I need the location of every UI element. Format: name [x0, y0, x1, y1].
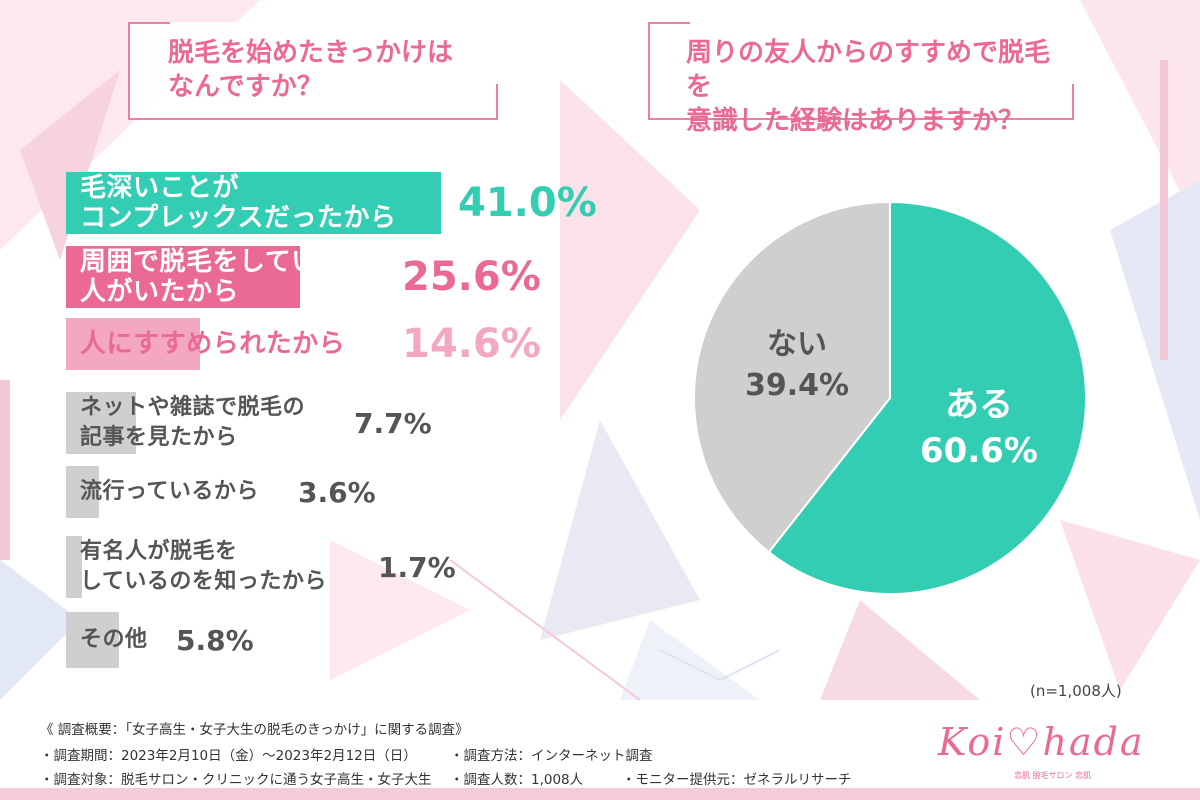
footer-provider: ・モニター提供元：ゼネラルリサーチ: [622, 772, 852, 788]
bar-row: 毛深いことが コンプレックスだったから 41.0%: [66, 172, 626, 234]
footer-period: ・調査期間：2023年2月10日（金）〜2023年2月12日（日）: [40, 748, 417, 764]
bar-value-label: 7.7%: [354, 407, 432, 440]
footer-heading: 《 調査概要：「女子高生・女子大生の脱毛のきっかけ」に関する調査》: [40, 722, 469, 738]
bar-category-label: 有名人が脱毛を しているのを知ったから: [80, 539, 327, 594]
bar-value-label: 5.8%: [176, 624, 254, 657]
footer-method: ・調査方法：インターネット調査: [450, 748, 653, 764]
bar: [66, 466, 99, 518]
brand-logo: Koi♡hada 恋肌 脱毛サロン 恋肌: [938, 720, 1168, 784]
bar-category-label: 人にすすめられたから: [80, 329, 346, 359]
logo-subtitle: 恋肌 脱毛サロン 恋肌: [1014, 771, 1092, 780]
footer-stripe: [0, 788, 1200, 800]
pie-chart: [693, 200, 1087, 595]
bar-row: 有名人が脱毛を しているのを知ったから 1.7%: [66, 536, 626, 598]
bar-value-label: 41.0%: [458, 180, 597, 226]
bar-category-label: その他: [80, 627, 148, 652]
bar-category-label: 流行っているから: [80, 479, 259, 504]
bar-value-label: 14.6%: [402, 321, 541, 367]
pie-slice: [693, 200, 891, 554]
footer-count: ・調査人数：1,008人: [450, 772, 584, 788]
survey-footer: 《 調査概要：「女子高生・女子大生の脱毛のきっかけ」に関する調査》 ・調査期間：…: [0, 710, 1200, 800]
bar-row: ネットや雑誌で脱毛の 記事を見たから 7.7%: [66, 392, 626, 454]
bar: [66, 172, 441, 234]
bar-category-label: 毛深いことが コンプレックスだったから: [80, 173, 397, 233]
bar: [66, 392, 136, 454]
bar-row: その他 5.8%: [66, 612, 626, 668]
sample-size-note: (n=1,008人): [1030, 682, 1122, 700]
pie-label-nai: ない 39.4%: [744, 327, 850, 403]
pie-slice: [767, 200, 1087, 595]
logo-text: Koi♡hada: [938, 720, 1145, 764]
bar: [66, 536, 82, 598]
bar: [66, 246, 300, 308]
bar-value-label: 25.6%: [402, 254, 541, 300]
bar-category-label: ネットや雑誌で脱毛の 記事を見たから: [80, 395, 306, 450]
bar-row: 周囲で脱毛をしている 人がいたから 25.6%: [66, 246, 626, 308]
bar-row: 人にすすめられたから 14.6%: [66, 318, 626, 370]
bar: [66, 612, 119, 668]
question-right-text: 周りの友人からのすすめで脱毛を 意識した経験はありますか？: [686, 38, 1051, 136]
bar-value-label: 3.6%: [298, 476, 376, 509]
bar: [66, 318, 200, 370]
question-box-right: 周りの友人からのすすめで脱毛を 意識した経験はありますか？: [648, 22, 1074, 136]
bar-value-label: 1.7%: [378, 551, 456, 584]
pie-label-aru: ある 60.6%: [920, 385, 1038, 471]
footer-target: ・調査対象：脱毛サロン・クリニックに通う女子高生・女子大生: [40, 772, 432, 788]
question-left-text: 脱毛を始めたきっかけは なんですか？: [168, 38, 453, 102]
question-box-left: 脱毛を始めたきっかけは なんですか？: [128, 22, 498, 120]
bar-row: 流行っているから 3.6%: [66, 466, 626, 518]
bar-category-label: 周囲で脱毛をしている 人がいたから: [80, 247, 345, 307]
